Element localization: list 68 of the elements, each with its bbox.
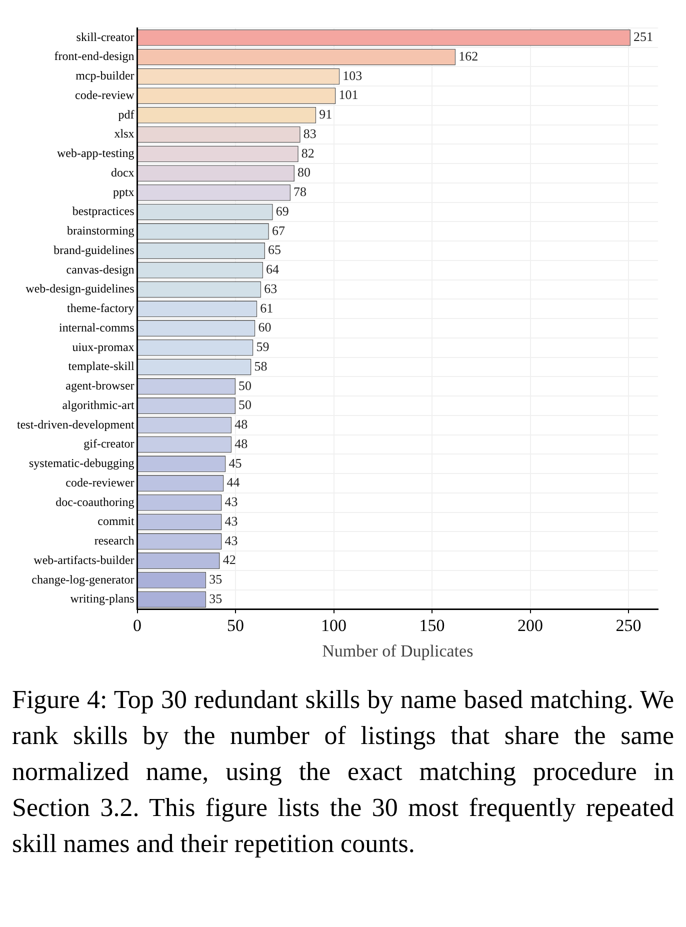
y-tick-label: change-log-generator: [32, 572, 134, 586]
x-tick-label: 100: [321, 616, 347, 635]
y-tick-label: doc-coauthoring: [56, 494, 134, 509]
y-tick-label: writing-plans: [70, 592, 135, 606]
data-label: 65: [268, 242, 282, 258]
y-tick-label: internal-comms: [58, 320, 135, 334]
y-tick-label: code-review: [74, 88, 135, 102]
y-tick-label: canvas-design: [66, 262, 134, 276]
y-tick-label: template-skill: [68, 359, 135, 374]
y-tick-label: xlsx: [114, 126, 134, 141]
data-label: 44: [226, 474, 240, 490]
data-label: 63: [264, 280, 278, 296]
y-tick-label: skill-creator: [76, 30, 134, 44]
data-label: 45: [228, 455, 242, 470]
data-label: 59: [256, 339, 270, 354]
y-tick-label: agent-browser: [66, 378, 134, 393]
y-tick-label: research: [94, 534, 134, 548]
data-label: 162: [458, 48, 478, 64]
y-tick-label: brand-guidelines: [54, 242, 135, 257]
y-tick-label: theme-factory: [66, 301, 134, 316]
y-tick-label: test-driven-development: [16, 417, 135, 432]
data-label: 83: [303, 126, 316, 141]
data-label: 48: [234, 436, 248, 451]
y-tick-label: web-app-testing: [56, 146, 134, 160]
y-tick-label: docx: [110, 165, 134, 180]
y-tick-label: brainstorming: [66, 224, 134, 238]
data-label: 61: [260, 300, 274, 316]
y-tick-label: pdf: [118, 107, 134, 122]
x-tick-label: 250: [616, 616, 642, 635]
y-tick-label: pptx: [112, 184, 134, 199]
x-tick-label: 150: [419, 616, 445, 635]
data-label: 78: [294, 184, 307, 200]
y-tick-label: mcp-builder: [76, 68, 134, 83]
data-label: 67: [272, 222, 286, 238]
data-label: 82: [301, 145, 314, 160]
y-tick-label: algorithmic-art: [62, 398, 135, 412]
y-tick-label: web-artifacts-builder: [34, 552, 134, 567]
x-tick-label: 50: [227, 616, 244, 635]
data-label: 35: [209, 590, 222, 606]
data-label: 80: [297, 164, 310, 180]
data-label: 43: [224, 532, 238, 548]
data-label: 91: [319, 106, 332, 122]
data-label: 48: [234, 416, 248, 432]
y-tick-label: uiux-promax: [72, 340, 134, 354]
x-tick-label: 0: [133, 616, 142, 635]
data-label: 43: [224, 494, 238, 510]
y-tick-label: bestpractices: [72, 204, 135, 218]
y-tick-label: systematic-debugging: [28, 456, 134, 470]
data-label: 69: [276, 203, 289, 218]
y-tick-label: commit: [98, 514, 135, 528]
data-label: 50: [238, 397, 252, 412]
data-label: 64: [266, 262, 280, 277]
x-axis-title: Number of Duplicates: [322, 641, 474, 660]
y-tick-label: web-design-guidelines: [26, 282, 135, 296]
data-label: 43: [224, 513, 238, 528]
caption: Figure 4: Top 30 redundant skills by name based matching. We rank skills by the number of listings that share the same normalized name, using the exact matching procedure in Section 3.2. This figure lists the 30 most frequently repeated skill names and their repetition counts.: [12, 684, 674, 860]
data-label: 101: [338, 87, 358, 102]
y-tick-label: front-end-design: [54, 49, 134, 64]
data-label: 50: [238, 378, 252, 393]
data-label: 251: [633, 29, 653, 44]
y-tick-label: code-reviewer: [66, 475, 134, 490]
data-label: 103: [342, 68, 362, 83]
data-label: 35: [209, 572, 222, 587]
x-tick-label: 200: [518, 616, 544, 635]
y-tick-label: gif-creator: [84, 436, 134, 451]
data-label: 60: [258, 320, 272, 335]
data-label: 58: [254, 358, 268, 374]
data-label: 42: [222, 552, 236, 568]
